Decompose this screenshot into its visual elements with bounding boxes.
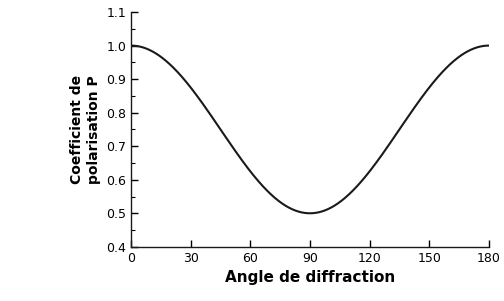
Y-axis label: Coefficient de
polarisation P: Coefficient de polarisation P: [71, 75, 101, 184]
X-axis label: Angle de diffraction: Angle de diffraction: [225, 270, 395, 285]
